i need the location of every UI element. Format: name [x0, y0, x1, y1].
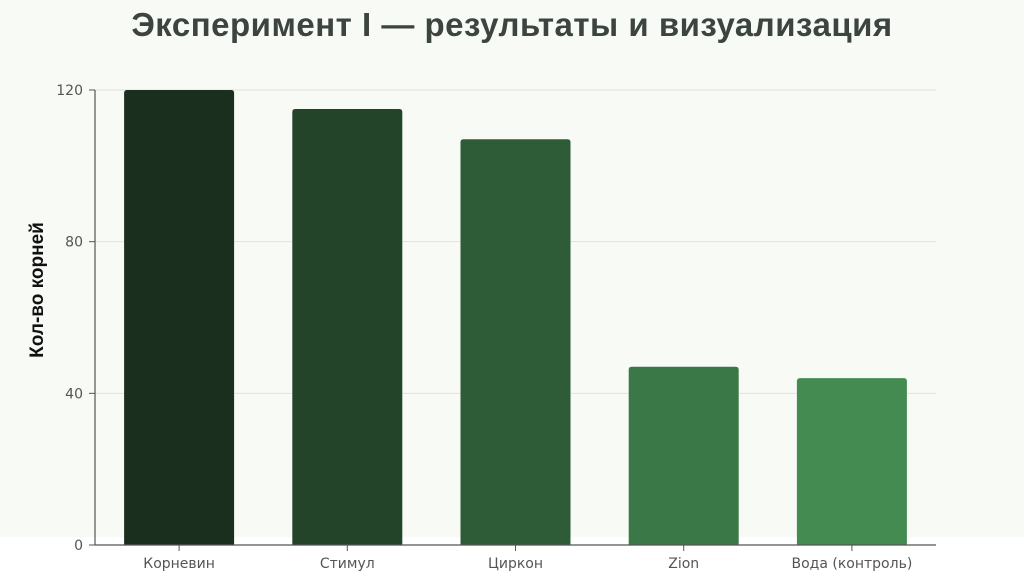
bar-1	[124, 90, 235, 545]
bar-3	[460, 139, 571, 545]
x-tick-label: Циркон	[488, 556, 543, 572]
page-title: Эксперимент I — результаты и визуализаци…	[131, 6, 893, 43]
x-tick-label: Корневин	[143, 556, 215, 572]
bar-2	[292, 108, 403, 545]
x-tick-label: Zion	[668, 556, 699, 572]
x-tick-label: Вода (контроль)	[792, 556, 913, 572]
bar-4	[628, 366, 739, 545]
x-tick-label: Стимул	[320, 556, 375, 572]
y-tick-labels: 0 40 80 120	[56, 83, 83, 554]
y-tick-label: 0	[74, 538, 83, 554]
y-tick-label: 80	[65, 235, 83, 251]
y-tick-label: 40	[65, 386, 83, 402]
bars	[124, 90, 907, 545]
x-tick-labels: Корневин Стимул Циркон Zion Вода (контроль)	[143, 556, 912, 572]
bar-5	[796, 378, 907, 545]
y-tick-label: 120	[56, 83, 83, 99]
axes	[89, 89, 936, 551]
